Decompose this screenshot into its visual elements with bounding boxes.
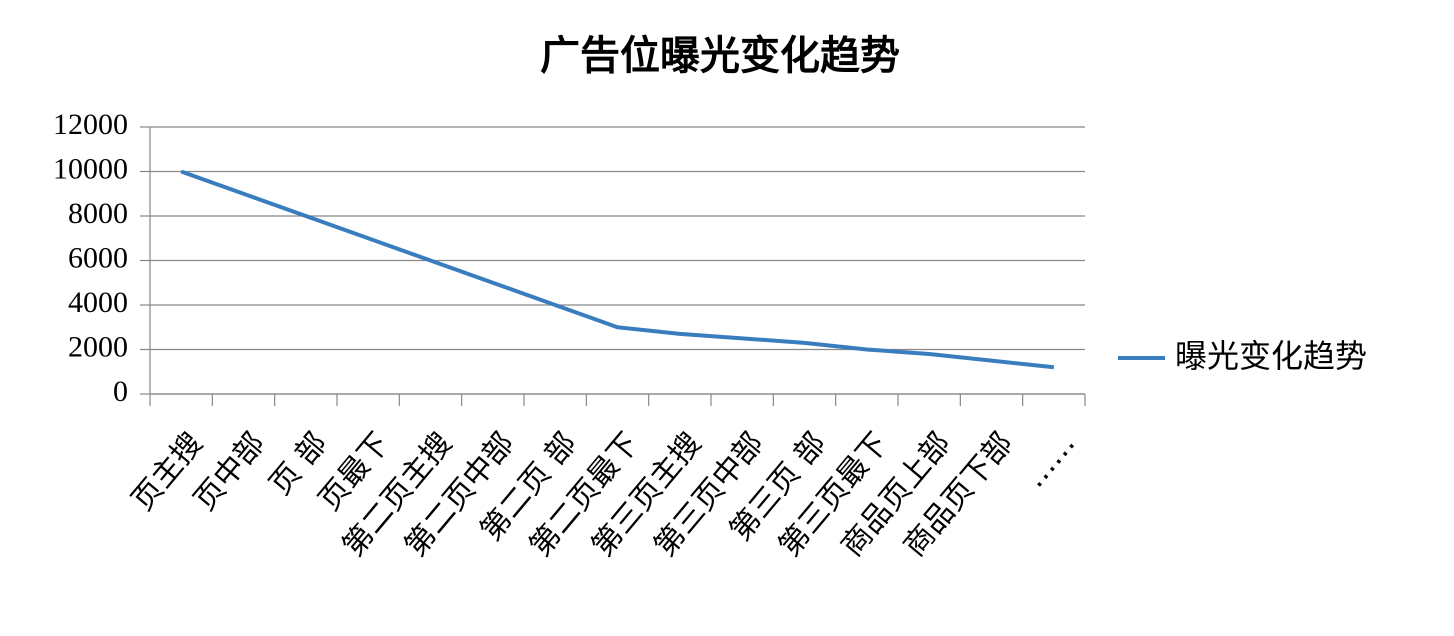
legend-label: 曝光变化趋势 — [1175, 337, 1367, 375]
y-tick-label: 8000 — [68, 197, 128, 230]
chart-title: 广告位曝光变化趋势 — [540, 33, 900, 79]
x-tick-label: 页中部 — [187, 426, 272, 517]
series-line — [180, 169, 1055, 370]
y-tick-label: 2000 — [68, 330, 128, 363]
y-tick-label: 0 — [113, 375, 128, 408]
y-tick-label: 12000 — [53, 108, 128, 141]
x-tick-label: …… — [1017, 426, 1082, 494]
y-tick-label: 6000 — [68, 241, 128, 274]
y-tick-label: 10000 — [53, 152, 128, 185]
y-tick-label: 4000 — [68, 286, 128, 319]
